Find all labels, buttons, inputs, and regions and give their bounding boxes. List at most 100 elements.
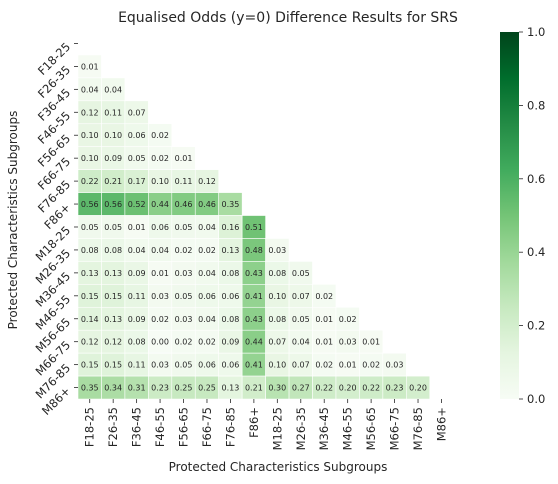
cell-value-label: 0.12 [198, 177, 216, 186]
cell-value-label: 0.03 [151, 361, 169, 370]
cell-value-label: 0.01 [81, 62, 99, 71]
x-tick-label: F36-45 [130, 407, 144, 447]
x-tick-label: M76-85 [411, 407, 425, 450]
cell-value-label: 0.05 [81, 223, 99, 232]
cell-value-label: 0.03 [151, 292, 169, 301]
cell-value-label: 0.09 [222, 338, 240, 347]
x-tick-label: F18-25 [83, 407, 97, 447]
cell-value-label: 0.22 [362, 384, 380, 393]
cell-value-label: 0.02 [198, 246, 216, 255]
cell-value-label: 0.05 [128, 154, 146, 163]
cell-value-label: 0.08 [104, 246, 122, 255]
cell-value-label: 0.06 [198, 292, 216, 301]
cell-value-label: 0.04 [104, 85, 122, 94]
x-tick-labels: F18-25 F26-35 F36-45 F46-55 F56-65 F66-75 F76-… [83, 399, 448, 450]
cell-value-label: 0.25 [175, 384, 193, 393]
cell-value-label: 0.16 [222, 223, 240, 232]
cell-value-label: 0.14 [81, 315, 99, 324]
cell-value-label: 0.23 [386, 384, 404, 393]
cell-value-label: 0.23 [151, 384, 169, 393]
cell-value-label: 0.10 [151, 177, 169, 186]
cell-value-label: 0.13 [222, 384, 240, 393]
cell-value-label: 0.05 [292, 315, 310, 324]
cell-value-label: 0.08 [81, 246, 99, 255]
cell-value-label: 0.17 [128, 177, 146, 186]
cell-value-label: 0.02 [339, 315, 357, 324]
cell-value-label: 0.56 [104, 200, 122, 209]
cell-value-label: 0.08 [128, 338, 146, 347]
cell-value-label: 0.35 [222, 200, 240, 209]
x-tick-label: M66-75 [388, 407, 402, 450]
cell-value-label: 0.01 [128, 223, 146, 232]
cell-value-label: 0.04 [198, 315, 216, 324]
cell-value-label: 0.22 [81, 177, 99, 186]
cell-value-label: 0.04 [292, 338, 310, 347]
cell-value-label: 0.30 [268, 384, 286, 393]
cell-value-label: 0.10 [268, 361, 286, 370]
cell-value-label: 0.13 [104, 315, 122, 324]
cell-value-label: 0.02 [198, 338, 216, 347]
cell-value-label: 0.03 [175, 315, 193, 324]
cell-value-label: 0.21 [104, 177, 122, 186]
cell-value-label: 0.31 [128, 384, 146, 393]
cell-value-label: 0.02 [315, 361, 333, 370]
y-axis-label: Protected Characteristics Subgroups [6, 111, 20, 330]
x-tick-label: F26-35 [106, 407, 120, 447]
cell-value-label: 0.05 [175, 223, 193, 232]
colorbar-tick-label: 0.4 [527, 245, 545, 259]
colorbar-tick-label: 0.0 [527, 392, 545, 406]
cell-value-label: 0.01 [315, 338, 333, 347]
x-tick-label: F66-75 [200, 407, 214, 447]
cell-value-label: 0.02 [151, 315, 169, 324]
colorbar-tick-label: 0.8 [527, 98, 545, 112]
cell-value-label: 0.44 [151, 200, 169, 209]
cell-value-label: 0.15 [104, 292, 122, 301]
chart-title: Equalised Odds (y=0) Difference Results … [118, 10, 458, 26]
cell-value-label: 0.08 [222, 315, 240, 324]
cell-value-label: 0.08 [268, 315, 286, 324]
cell-value-label: 0.08 [222, 269, 240, 278]
cell-value-label: 0.48 [245, 246, 263, 255]
cell-value-label: 0.25 [198, 384, 216, 393]
cell-value-label: 0.56 [81, 200, 99, 209]
colorbar-tick-label: 0.2 [527, 319, 545, 333]
cell-value-label: 0.03 [268, 246, 286, 255]
cell-value-label: 0.52 [128, 200, 146, 209]
cell-value-label: 0.05 [175, 292, 193, 301]
cell-value-label: 0.11 [128, 292, 146, 301]
x-tick-label: M26-35 [294, 407, 308, 450]
x-tick-label: M46-55 [341, 407, 355, 450]
cell-value-label: 0.06 [222, 361, 240, 370]
x-tick-label: F46-55 [153, 407, 167, 447]
cell-value-label: 0.04 [81, 85, 99, 94]
cell-value-label: 0.21 [245, 384, 263, 393]
cell-value-label: 0.01 [339, 361, 357, 370]
cell-value-label: 0.51 [245, 223, 263, 232]
cell-value-label: 0.27 [292, 384, 310, 393]
cell-value-label: 0.03 [386, 361, 404, 370]
cell-value-label: 0.06 [128, 131, 146, 140]
cell-value-label: 0.06 [151, 223, 169, 232]
colorbar-gradient [500, 32, 519, 399]
cell-value-label: 0.13 [81, 269, 99, 278]
cell-value-label: 0.11 [128, 361, 146, 370]
cell-value-label: 0.04 [151, 246, 169, 255]
cell-value-label: 0.02 [315, 292, 333, 301]
cell-value-label: 0.06 [198, 361, 216, 370]
cell-value-label: 0.35 [81, 384, 99, 393]
cell-value-label: 0.43 [245, 269, 263, 278]
cell-value-label: 0.04 [198, 223, 216, 232]
x-tick-label: M86+ [434, 407, 448, 441]
cell-value-label: 0.00 [151, 338, 169, 347]
cell-value-label: 0.15 [81, 361, 99, 370]
cell-value-label: 0.09 [128, 269, 146, 278]
cell-value-label: 0.44 [245, 338, 263, 347]
cell-value-label: 0.01 [362, 338, 380, 347]
cell-value-label: 0.12 [81, 108, 99, 117]
cell-value-label: 0.02 [151, 131, 169, 140]
cell-value-label: 0.02 [175, 338, 193, 347]
colorbar: 0.0 0.2 0.4 0.6 0.8 1.0 [500, 25, 545, 406]
x-tick-label: M18-25 [270, 407, 284, 450]
cell-value-label: 0.05 [175, 361, 193, 370]
cell-value-label: 0.11 [104, 108, 122, 117]
